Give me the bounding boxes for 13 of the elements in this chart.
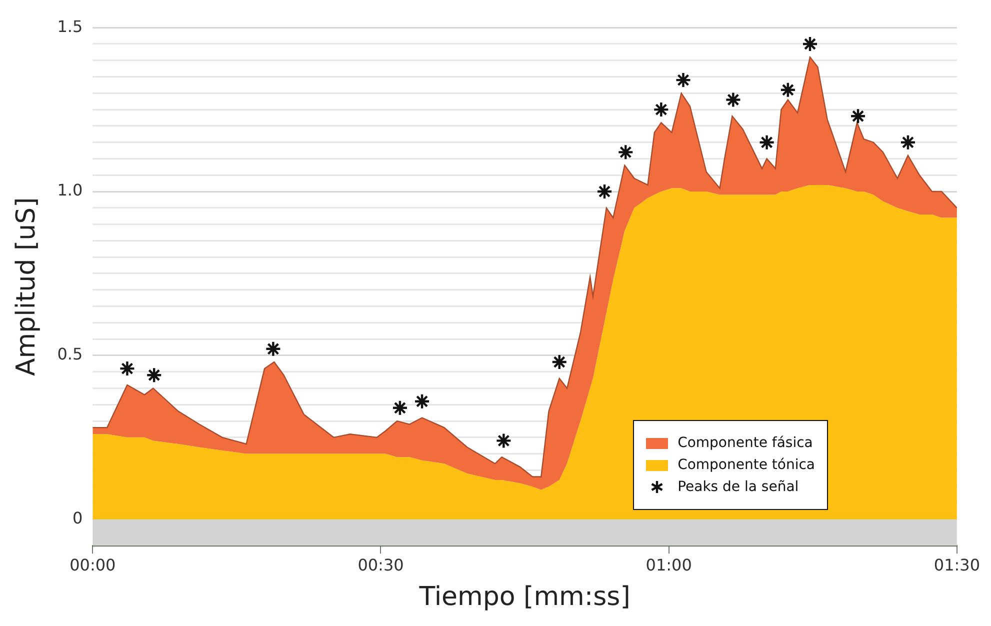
y-tick-label: 1.0 — [57, 180, 83, 200]
legend-label: Peaks de la señal — [678, 479, 799, 495]
y-axis-title: Amplitud [uS] — [11, 197, 42, 376]
x-tick-label: 01:30 — [934, 555, 980, 574]
series-label: Componente tónica — [678, 457, 815, 473]
x-tick-label: 00:30 — [358, 555, 404, 574]
x-tick-label: 00:00 — [70, 555, 116, 574]
y-tick-label: 0 — [72, 508, 83, 528]
series-label: Componente fásica — [678, 435, 813, 451]
x-axis-title: Tiempo [mm:ss] — [418, 582, 630, 612]
x-tick-label: 01:00 — [646, 555, 692, 574]
y-tick-label: 0.5 — [57, 344, 83, 364]
y-tick-label: 1.5 — [57, 16, 83, 36]
